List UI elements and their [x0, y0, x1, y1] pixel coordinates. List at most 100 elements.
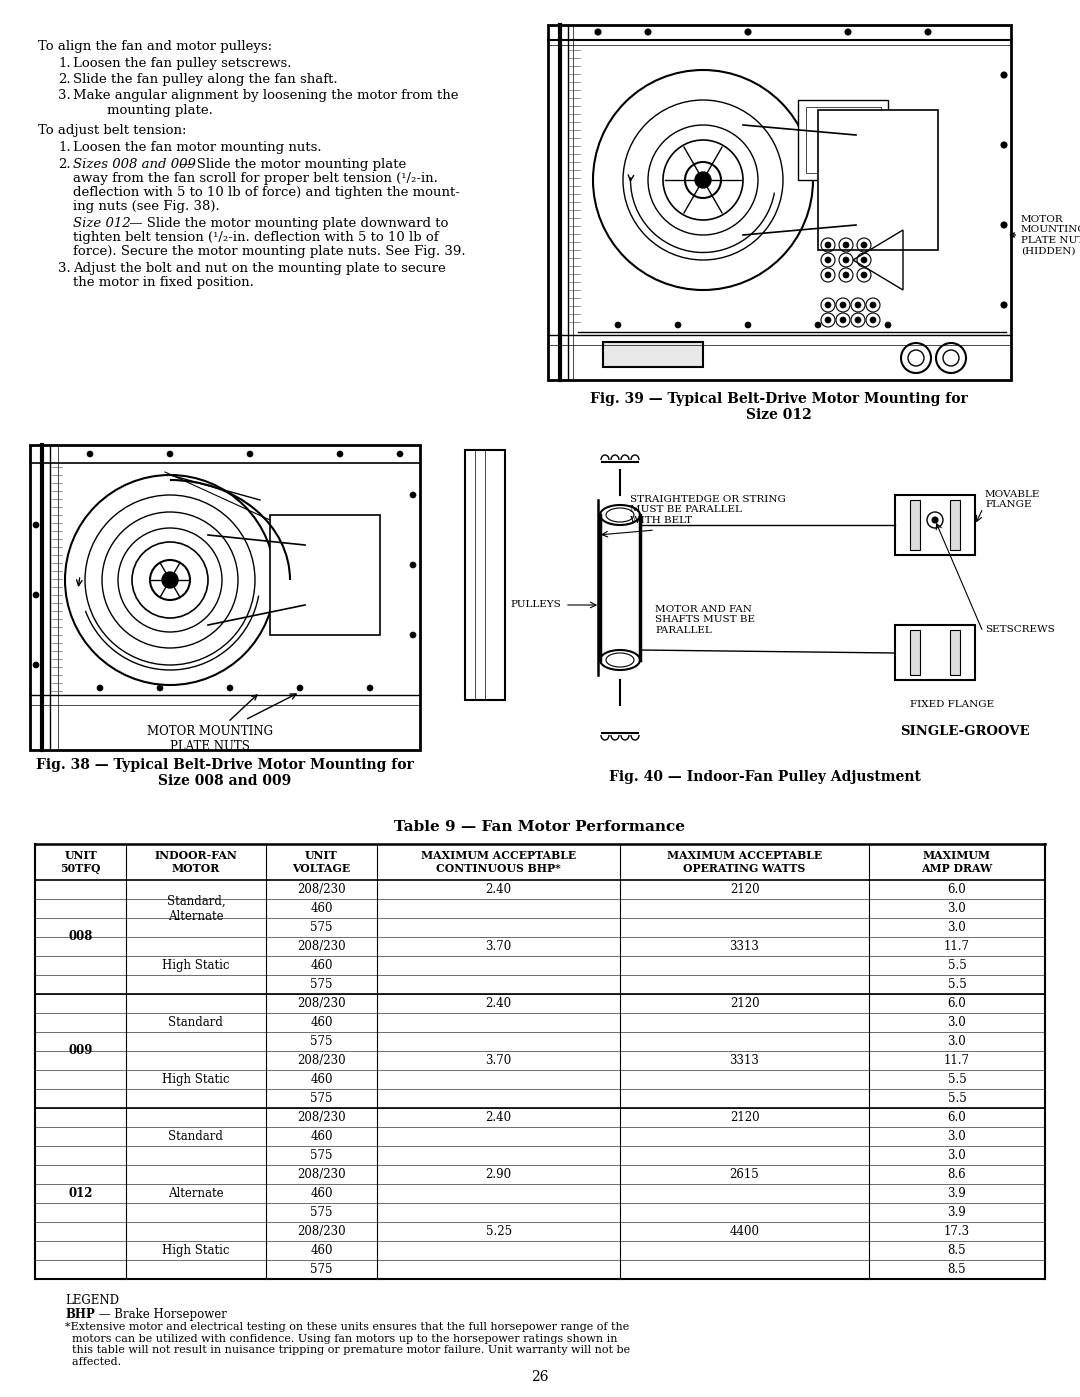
- Text: 3313: 3313: [730, 1053, 759, 1067]
- Text: Sizes 008 and 009: Sizes 008 and 009: [73, 158, 195, 170]
- Text: Fig. 38 — Typical Belt-Drive Motor Mounting for
Size 008 and 009: Fig. 38 — Typical Belt-Drive Motor Mount…: [36, 759, 414, 788]
- Text: MOVABLE
FLANGE: MOVABLE FLANGE: [985, 490, 1040, 510]
- Circle shape: [870, 302, 876, 307]
- Circle shape: [843, 272, 849, 278]
- Text: SETSCREWS: SETSCREWS: [985, 624, 1055, 634]
- Text: 11.7: 11.7: [944, 940, 970, 953]
- Text: 575: 575: [310, 1148, 333, 1162]
- Text: *Extensive motor and electrical testing on these units ensures that the full hor: *Extensive motor and electrical testing …: [65, 1322, 630, 1366]
- Text: 8.5: 8.5: [947, 1243, 967, 1257]
- Circle shape: [157, 685, 163, 692]
- Text: Fig. 39 — Typical Belt-Drive Motor Mounting for
Size 012: Fig. 39 — Typical Belt-Drive Motor Mount…: [590, 393, 968, 422]
- Text: INDOOR-FAN
MOTOR: INDOOR-FAN MOTOR: [154, 851, 238, 875]
- Circle shape: [845, 29, 851, 35]
- Text: Size 012: Size 012: [73, 217, 131, 231]
- Circle shape: [675, 321, 681, 328]
- Text: — Slide the motor mounting plate: — Slide the motor mounting plate: [175, 158, 406, 170]
- Circle shape: [162, 571, 178, 588]
- Text: — Slide the motor mounting plate downward to: — Slide the motor mounting plate downwar…: [125, 217, 448, 231]
- Circle shape: [855, 317, 861, 323]
- Text: 460: 460: [310, 1187, 333, 1200]
- Text: 3.9: 3.9: [947, 1206, 967, 1220]
- Text: 3313: 3313: [730, 940, 759, 953]
- Circle shape: [843, 242, 849, 249]
- Text: 11.7: 11.7: [944, 1053, 970, 1067]
- Circle shape: [33, 522, 39, 528]
- Text: BHP: BHP: [65, 1308, 95, 1322]
- Circle shape: [337, 451, 343, 457]
- Text: 8.6: 8.6: [947, 1168, 967, 1180]
- Text: 3.: 3.: [58, 263, 71, 275]
- Circle shape: [840, 317, 846, 323]
- Bar: [895, 624, 975, 680]
- Text: STRAIGHTEDGE OR STRING
MUST BE PARALLEL
WITH BELT: STRAIGHTEDGE OR STRING MUST BE PARALLEL …: [630, 495, 786, 525]
- Text: Standard,
Alternate: Standard, Alternate: [166, 894, 225, 922]
- Circle shape: [861, 242, 867, 249]
- Text: tighten belt tension (¹/₂-in. deflection with 5 to 10 lb of: tighten belt tension (¹/₂-in. deflection…: [73, 231, 438, 244]
- Text: 460: 460: [310, 1243, 333, 1257]
- Text: 208/230: 208/230: [297, 940, 346, 953]
- Text: To adjust belt tension:: To adjust belt tension:: [38, 124, 187, 137]
- Text: 17.3: 17.3: [944, 1225, 970, 1238]
- Circle shape: [870, 172, 886, 189]
- Text: 8.5: 8.5: [947, 1263, 967, 1275]
- Text: 4400: 4400: [730, 1225, 759, 1238]
- Circle shape: [696, 172, 711, 189]
- Text: Adjust the bolt and nut on the mounting plate to secure: Adjust the bolt and nut on the mounting …: [73, 263, 446, 275]
- Text: 208/230: 208/230: [297, 1111, 346, 1125]
- Text: MOTOR
MOUNTING
PLATE NUTS
(HIDDEN): MOTOR MOUNTING PLATE NUTS (HIDDEN): [1010, 215, 1080, 256]
- Text: 3.0: 3.0: [947, 921, 967, 935]
- Text: 2120: 2120: [730, 1111, 759, 1125]
- Text: 3.0: 3.0: [947, 1016, 967, 1030]
- Circle shape: [1001, 302, 1007, 307]
- Circle shape: [87, 451, 93, 457]
- Text: MAXIMUM ACCEPTABLE
OPERATING WATTS: MAXIMUM ACCEPTABLE OPERATING WATTS: [667, 851, 822, 875]
- Text: 6.0: 6.0: [947, 883, 967, 895]
- Circle shape: [397, 451, 403, 457]
- Bar: [548, 25, 1011, 380]
- Text: Loosen the fan motor mounting nuts.: Loosen the fan motor mounting nuts.: [73, 141, 322, 154]
- Text: 575: 575: [310, 1035, 333, 1048]
- Text: 3.0: 3.0: [947, 1130, 967, 1143]
- Text: 012: 012: [68, 1187, 93, 1200]
- Bar: [806, 108, 881, 173]
- Text: FIXED FLANGE: FIXED FLANGE: [910, 700, 994, 710]
- Circle shape: [595, 29, 600, 35]
- Text: force). Secure the motor mounting plate nuts. See Fig. 39.: force). Secure the motor mounting plate …: [73, 244, 465, 258]
- Text: Standard: Standard: [168, 1016, 224, 1030]
- Text: 3.0: 3.0: [947, 1035, 967, 1048]
- Text: High Static: High Static: [162, 958, 230, 972]
- Text: 6.0: 6.0: [947, 997, 967, 1010]
- Circle shape: [318, 569, 332, 583]
- Circle shape: [843, 257, 849, 263]
- Text: 5.5: 5.5: [947, 958, 967, 972]
- Text: 2.40: 2.40: [486, 1111, 512, 1125]
- Circle shape: [33, 662, 39, 668]
- Bar: [895, 495, 975, 555]
- Text: 5.5: 5.5: [947, 1092, 967, 1105]
- Text: 1.: 1.: [58, 141, 70, 154]
- Circle shape: [825, 272, 831, 278]
- Text: 575: 575: [310, 921, 333, 935]
- Text: Slide the fan pulley along the fan shaft.: Slide the fan pulley along the fan shaft…: [73, 73, 338, 87]
- Text: 2120: 2120: [730, 883, 759, 895]
- Bar: [270, 515, 380, 636]
- Text: MAXIMUM
AMP DRAW: MAXIMUM AMP DRAW: [921, 851, 993, 875]
- Circle shape: [825, 302, 831, 307]
- Circle shape: [825, 257, 831, 263]
- Text: 3.9: 3.9: [947, 1187, 967, 1200]
- Circle shape: [367, 685, 373, 692]
- Circle shape: [1001, 73, 1007, 78]
- Text: Table 9 — Fan Motor Performance: Table 9 — Fan Motor Performance: [394, 820, 686, 834]
- Text: MOTOR MOUNTING
PLATE NUTS: MOTOR MOUNTING PLATE NUTS: [147, 694, 273, 753]
- Text: Fig. 40 — Indoor-Fan Pulley Adjustment: Fig. 40 — Indoor-Fan Pulley Adjustment: [609, 770, 921, 784]
- Text: 460: 460: [310, 1073, 333, 1085]
- Text: 6.0: 6.0: [947, 1111, 967, 1125]
- Text: 208/230: 208/230: [297, 1225, 346, 1238]
- Text: High Static: High Static: [162, 1073, 230, 1085]
- Circle shape: [410, 631, 416, 638]
- Bar: [910, 630, 920, 675]
- Circle shape: [97, 685, 103, 692]
- Text: 460: 460: [310, 1016, 333, 1030]
- Text: SINGLE-GROOVE: SINGLE-GROOVE: [900, 725, 1029, 738]
